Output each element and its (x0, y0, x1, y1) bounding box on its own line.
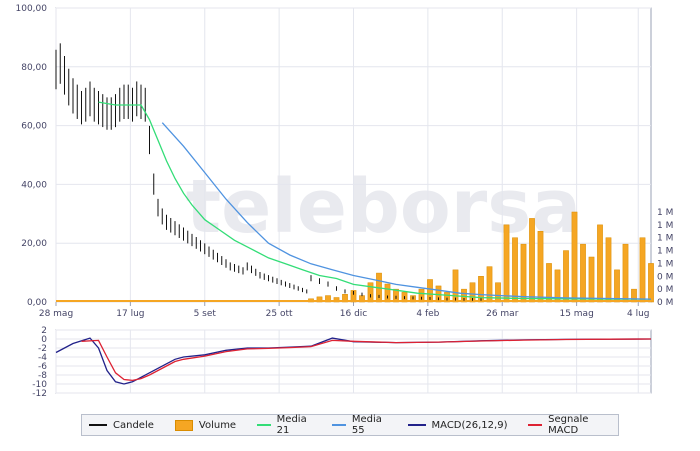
media-21-line (98, 101, 651, 300)
legend-swatch (528, 424, 543, 426)
volume-tick-label: 1 M (657, 234, 673, 244)
volume-baseline (56, 300, 651, 302)
volume-bar (529, 218, 535, 303)
volume-bar (563, 250, 569, 303)
x-tick-label: 4 feb (416, 309, 439, 319)
legend: Candele Volume Media 21 Media 55 MACD(26,12,… (81, 414, 619, 436)
legend-label: MACD(26,12,9) (431, 419, 508, 431)
volume-bar (537, 231, 544, 303)
volume-bar (597, 224, 603, 303)
volume-tick-label: 1 M (657, 221, 673, 231)
volume-bar (495, 282, 501, 303)
y-tick-label: 60,00 (21, 122, 47, 132)
volume-bar (622, 243, 629, 303)
macd-y-tick-label: 2 (41, 326, 47, 336)
y-tick-label: 40,00 (21, 180, 47, 190)
macd-y-tick-label: -8 (38, 371, 47, 381)
macd-y-tick-label: 0 (41, 335, 47, 345)
legend-label: Candele (113, 419, 154, 431)
volume-tick-label: 0 M (657, 285, 673, 295)
x-tick-label: 5 set (194, 309, 217, 319)
legend-label: Media 21 (276, 414, 307, 436)
volume-bar (546, 263, 552, 303)
volume-bar (486, 266, 493, 303)
segnale-macd-line (81, 338, 652, 382)
macd-y-tick-label: -10 (32, 380, 47, 390)
volume-bar (614, 269, 620, 303)
watermark: teleborsa (186, 164, 581, 250)
x-tick-label: 28 mag (39, 309, 73, 319)
price-panel: teleborsa100,0080,0060,0040,0020,000,002… (16, 4, 674, 319)
legend-label: Media 55 (351, 414, 382, 436)
legend-item: Media 21 (257, 414, 311, 436)
legend-label: Segnale MACD (548, 414, 589, 436)
legend-item: Media 55 (332, 414, 386, 436)
volume-bar (605, 237, 612, 303)
legend-item: Segnale MACD (528, 414, 604, 436)
volume-tick-label: 1 M (657, 247, 673, 257)
y-tick-label: 20,00 (21, 239, 47, 249)
macd-y-tick-label: -6 (38, 362, 47, 372)
volume-tick-label: 1 M (657, 259, 673, 269)
legend-swatch (89, 424, 107, 426)
volume-bar (503, 224, 510, 303)
macd-panel: 20-2-4-6-8-10-12 (32, 326, 652, 399)
volume-bar (639, 237, 646, 303)
volume-tick-label: 0 M (657, 298, 673, 308)
volume-tick-label: 1 M (657, 208, 673, 218)
y-tick-label: 0,00 (27, 298, 47, 308)
legend-swatch (257, 424, 271, 426)
volume-bar (452, 269, 459, 303)
x-tick-label: 17 lug (116, 309, 144, 319)
legend-swatch (332, 424, 346, 426)
y-tick-label: 100,00 (16, 4, 48, 14)
x-tick-label: 4 lug (627, 309, 650, 319)
volume-bar (648, 263, 654, 303)
legend-swatch (407, 424, 426, 426)
media-55-line (161, 122, 652, 300)
legend-item: MACD(26,12,9) (407, 419, 508, 431)
volume-bar (384, 283, 391, 303)
x-tick-label: 26 mar (486, 309, 519, 319)
y-tick-label: 80,00 (21, 63, 47, 73)
volume-bar (580, 243, 586, 303)
legend-item: Candele (89, 420, 154, 431)
macd-y-tick-label: -12 (32, 389, 47, 399)
legend-item: Volume (174, 419, 237, 431)
volume-tick-label: 0 M (657, 272, 673, 282)
x-tick-label: 25 ott (266, 309, 293, 319)
legend-swatch (174, 419, 193, 431)
volume-bar (571, 211, 578, 303)
volume-bar (367, 282, 374, 303)
macd-y-tick-label: -2 (38, 344, 47, 354)
x-tick-label: 16 dic (340, 309, 368, 319)
volume-bar (588, 256, 595, 303)
volume-bar (512, 237, 518, 303)
legend-label: Volume (198, 419, 237, 431)
macd-y-tick-label: -4 (38, 353, 47, 363)
volume-bar (520, 243, 527, 303)
x-tick-label: 15 mag (559, 309, 593, 319)
